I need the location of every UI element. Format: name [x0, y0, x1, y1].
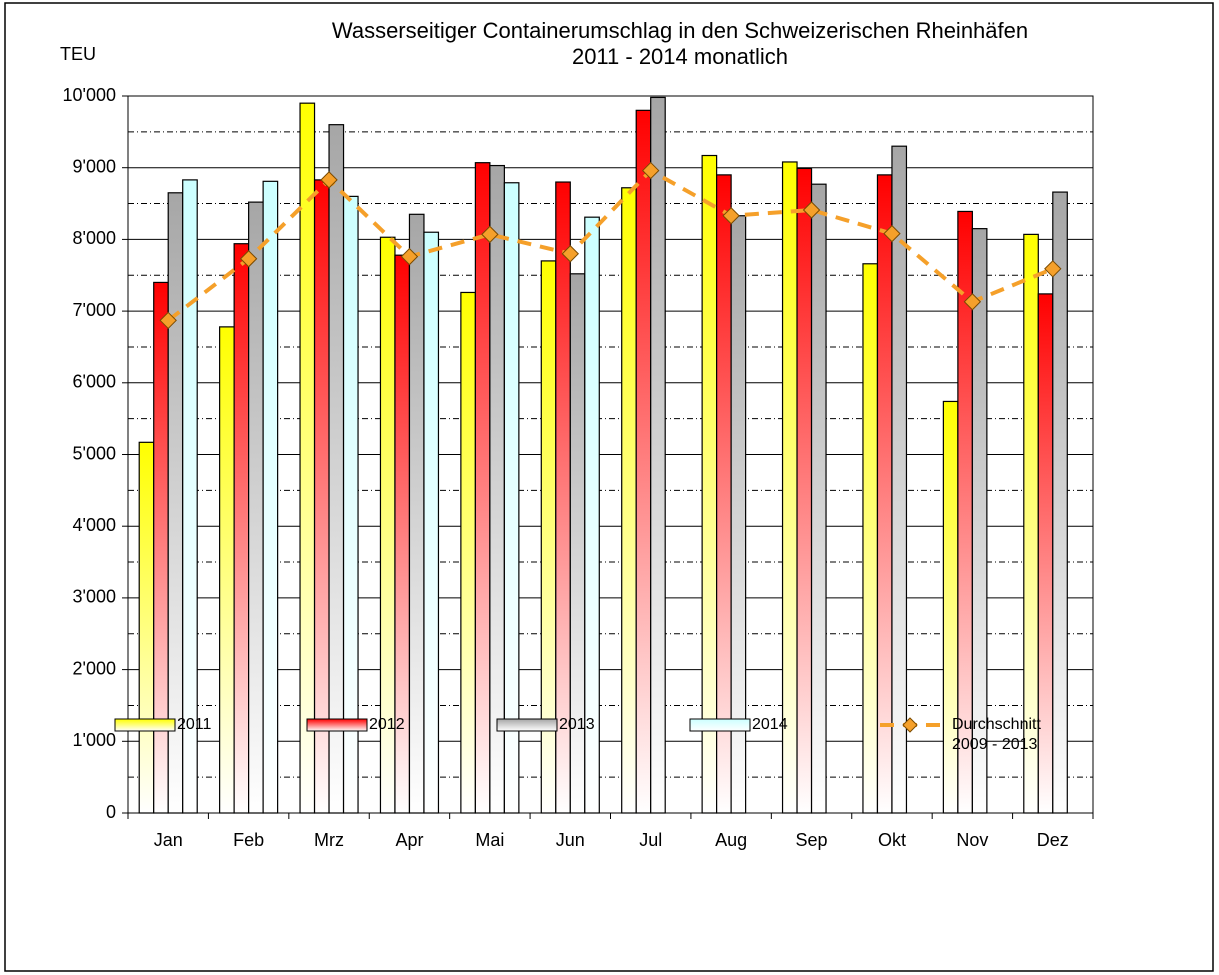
legend-marker [902, 717, 918, 733]
bar [153, 281, 169, 814]
average-marker [883, 224, 901, 243]
average-marker [320, 171, 338, 189]
legend-label: 2014 [752, 716, 788, 733]
x-tick-label: Jul [639, 830, 662, 850]
legend-swatch [689, 718, 751, 732]
bar [138, 441, 155, 814]
y-tick-label: 6'000 [73, 372, 116, 392]
bar [313, 179, 330, 814]
chart-subtitle: 2011 - 2014 monatlich [572, 44, 788, 69]
y-tick-label: 5'000 [73, 443, 116, 463]
legend-swatch [114, 718, 176, 732]
x-tick-label: Sep [796, 830, 828, 850]
y-tick-label: 0 [106, 802, 116, 822]
legend-label: Durchschnitt 2009 - 2013 [952, 716, 1041, 753]
bar [328, 124, 345, 814]
bar [1052, 191, 1068, 814]
bar [584, 216, 600, 814]
legend-swatch [496, 718, 558, 732]
x-tick-label: Apr [395, 830, 423, 850]
average-line [166, 168, 1054, 323]
y-tick-label: 3'000 [73, 587, 116, 607]
bar [219, 326, 235, 814]
bar [262, 180, 279, 814]
y-tick-label: 4'000 [73, 515, 116, 535]
chart-frame [4, 2, 1214, 972]
bar [701, 154, 718, 814]
bar [876, 174, 893, 814]
bar [460, 291, 476, 814]
bar [716, 174, 732, 814]
bar [489, 164, 505, 814]
x-tick-label: Mrz [314, 830, 344, 850]
bar [182, 179, 198, 814]
legend-label: 2013 [559, 716, 595, 733]
average-marker [400, 247, 419, 266]
y-tick-label: 9'000 [73, 156, 116, 176]
average-marker [481, 225, 499, 244]
bar [248, 201, 264, 814]
bar [342, 195, 359, 814]
x-tick-label: Feb [233, 830, 264, 850]
bar [503, 182, 520, 814]
average-marker [642, 161, 660, 180]
average-marker [963, 293, 982, 311]
average-marker [722, 207, 740, 225]
average-marker [561, 245, 579, 263]
x-tick-label: Aug [715, 830, 747, 850]
average-marker [159, 311, 177, 330]
x-tick-label: Jan [154, 830, 183, 850]
legend-label: 2012 [369, 716, 405, 733]
y-tick-label: 1'000 [73, 730, 116, 750]
x-tick-label: Mai [475, 830, 504, 850]
average-marker [802, 201, 821, 219]
x-tick-label: Okt [878, 830, 906, 850]
x-tick-label: Jun [556, 830, 585, 850]
average-marker [239, 250, 258, 268]
bar [423, 231, 440, 814]
bar [891, 145, 908, 814]
y-tick-label: 7'000 [73, 300, 116, 320]
bar [971, 228, 988, 814]
y-axis-label: TEU [60, 44, 96, 64]
legend-swatch [306, 718, 368, 732]
y-tick-label: 8'000 [73, 228, 116, 248]
x-tick-label: Dez [1037, 830, 1069, 850]
bar [474, 162, 491, 814]
average-marker [1044, 260, 1062, 278]
bar [650, 96, 666, 814]
bar [299, 102, 316, 814]
x-tick-label: Nov [956, 830, 988, 850]
y-tick-label: 10'000 [63, 85, 117, 105]
bar [635, 109, 652, 814]
y-tick-label: 2'000 [73, 658, 116, 678]
bar [862, 263, 879, 814]
chart-title: Wasserseitiger Containerumschlag in den … [332, 18, 1028, 43]
bar [621, 187, 637, 814]
legend-label: 2011 [177, 716, 212, 733]
bar [810, 183, 827, 814]
